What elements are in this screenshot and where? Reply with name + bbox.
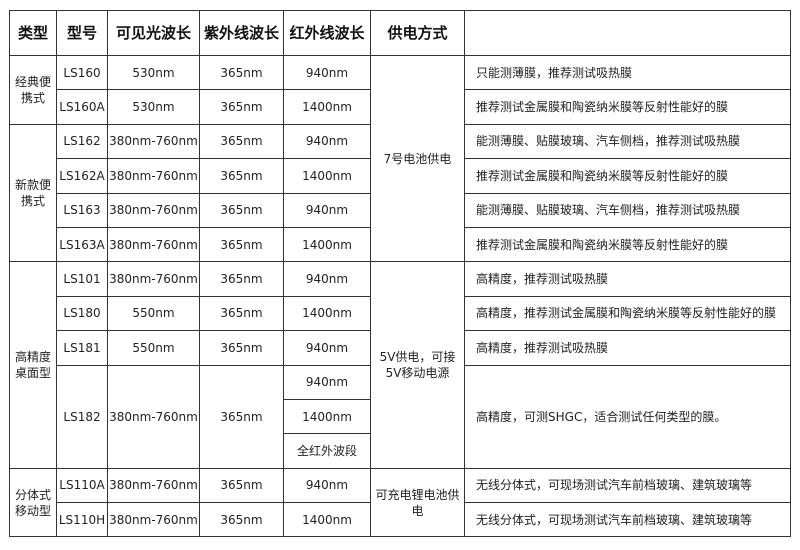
table-row: 1400nm [10,398,791,435]
ir-wavelength-cell: 1400nm [283,398,371,435]
uv-wavelength-cell: 365nm [199,89,284,125]
uv-wavelength-cell: 365nm [199,467,284,504]
model-cell: LS181 [56,330,108,366]
model-cell: LS160A [56,89,108,125]
model-cell: LS160 [56,54,108,91]
table-row: LS160A 530nm 365nm 1400nm 推荐测试金属膜和陶瓷纳米膜等反射性能… [10,89,791,125]
table-row: 分体式移动型 LS110A 380nm-760nm 365nm 940nm 可充电锂电池供… [9,467,791,538]
header-description [464,10,791,56]
description-cell: 能测薄膜、贴膜玻璃、汽车侧档，推荐测试吸热膜 [464,192,791,228]
uv-wavelength-cell: 365nm [199,123,284,160]
description-cell: 推荐测试金属膜和陶瓷纳米膜等反射性能好的膜 [464,226,791,263]
ir-wavelength-cell: 940nm [283,54,371,91]
uv-wavelength-cell: 365nm [199,158,284,194]
visible-wavelength-cell: 380nm-760nm [107,226,200,263]
ir-wavelength-cell: 全红外波段 [283,433,371,469]
visible-wavelength-cell: 380nm-760nm [107,261,200,297]
description-cell: 高精度，推荐测试吸热膜 [464,261,791,297]
ir-wavelength-cell: 940nm [283,467,371,504]
ir-wavelength-cell: 940nm [283,364,371,400]
power-supply-cell: 可充电锂电池供电 [370,467,465,538]
ir-wavelength-cell: 1400nm [283,89,371,125]
uv-wavelength-cell: 365nm [199,226,284,263]
power-supply-cell: 7号电池供电 [370,54,465,263]
uv-wavelength-cell: 365nm [199,54,284,91]
description-cell: 高精度，可测SHGC，适合测试任何类型的膜。 [464,364,791,469]
description-cell: 高精度，推荐测试吸热膜 [464,330,791,366]
visible-wavelength-cell: 380nm-760nm [107,502,200,538]
table-row: 新款便携式 LS162 380nm-760nm 365nm 940nm 能测薄膜、贴膜玻璃… [9,123,791,263]
visible-wavelength-cell: 380nm-760nm [107,364,200,469]
header-row: 类型 型号 可见光波长 紫外线波长 红外线波长 供电方式 [9,10,791,56]
type-cell: 经典便携式 [9,55,57,125]
visible-wavelength-cell: 550nm [107,295,200,332]
uv-wavelength-cell: 365nm [199,261,284,297]
type-cell: 高精度桌面型 [9,261,57,469]
table-row: 高精度桌面型 LS101 380nm-760nm 365nm 940nm 5V供电，可接5… [9,261,791,469]
description-cell: 无线分体式，可现场测试汽车前档玻璃、建筑玻璃等 [464,502,791,538]
uv-wavelength-cell: 365nm [199,330,284,366]
header-power-supply: 供电方式 [370,10,465,56]
header-type: 类型 [9,10,57,56]
description-cell: 能测薄膜、贴膜玻璃、汽车侧档，推荐测试吸热膜 [464,123,791,160]
model-cell: LS101 [56,261,108,297]
product-spec-table: 类型 型号 可见光波长 紫外线波长 红外线波长 供电方式 经典便携式 LS160 5… [9,10,791,538]
ir-wavelength-cell: 940nm [283,261,371,297]
table-row: LS181 550nm 365nm 940nm 高精度，推荐测试吸热膜 [10,330,791,366]
ir-wavelength-cell: 940nm [283,192,371,228]
ir-wavelength-cell: 1400nm [283,502,371,538]
model-cell: LS180 [56,295,108,332]
model-cell: LS162 [56,123,108,160]
model-cell: LS162A [56,158,108,194]
model-cell: LS163A [56,226,108,263]
visible-wavelength-cell: 380nm-760nm [107,467,200,504]
header-ir-wavelength: 红外线波长 [283,10,371,56]
description-cell: 推荐测试金属膜和陶瓷纳米膜等反射性能好的膜 [464,158,791,194]
ir-wavelength-cell: 1400nm [283,226,371,263]
table-row: LS110H 380nm-760nm 365nm 1400nm 无线分体式，可现场测试汽… [10,502,791,538]
header-uv-wavelength: 紫外线波长 [199,10,284,56]
description-cell: 高精度，推荐测试金属膜和陶瓷纳米膜等反射性能好的膜 [464,295,791,332]
visible-wavelength-cell: 550nm [107,330,200,366]
table-row: 全红外波段 [10,433,791,469]
table-row: LS163A 380nm-760nm 365nm 1400nm 推荐测试金属膜和陶瓷纳米… [10,226,791,263]
description-cell: 只能测薄膜，推荐测试吸热膜 [464,54,791,91]
uv-wavelength-cell: 365nm [199,192,284,228]
ir-wavelength-cell: 940nm [283,123,371,160]
visible-wavelength-cell: 530nm [107,89,200,125]
ir-wavelength-cell: 940nm [283,330,371,366]
table-row: 经典便携式 LS160 530nm 365nm 940nm 7号电池供电 只能测薄膜，推荐测… [9,54,791,263]
uv-wavelength-cell: 365nm [199,502,284,538]
type-cell: 分体式移动型 [9,467,57,538]
ir-wavelength-cell: 1400nm [283,158,371,194]
visible-wavelength-cell: 380nm-760nm [107,158,200,194]
ir-wavelength-cell: 1400nm [283,295,371,332]
model-cell: LS110H [56,502,108,538]
power-supply-cell: 5V供电，可接5V移动电源 [370,261,465,469]
header-model: 型号 [56,10,108,56]
uv-wavelength-cell: 365nm [199,295,284,332]
uv-wavelength-cell: 365nm [199,364,284,469]
model-cell: LS182 [56,364,108,469]
description-cell: 无线分体式，可现场测试汽车前档玻璃、建筑玻璃等 [464,467,791,504]
model-cell: LS163 [56,192,108,228]
description-cell: 推荐测试金属膜和陶瓷纳米膜等反射性能好的膜 [464,89,791,125]
type-cell: 新款便携式 [9,123,57,263]
header-visible-wavelength: 可见光波长 [107,10,200,56]
visible-wavelength-cell: 530nm [107,54,200,91]
visible-wavelength-cell: 380nm-760nm [107,123,200,160]
model-cell: LS110A [56,467,108,504]
table-row: LS180 550nm 365nm 1400nm 高精度，推荐测试金属膜和陶瓷纳米膜等反… [10,295,791,332]
visible-wavelength-cell: 380nm-760nm [107,192,200,228]
